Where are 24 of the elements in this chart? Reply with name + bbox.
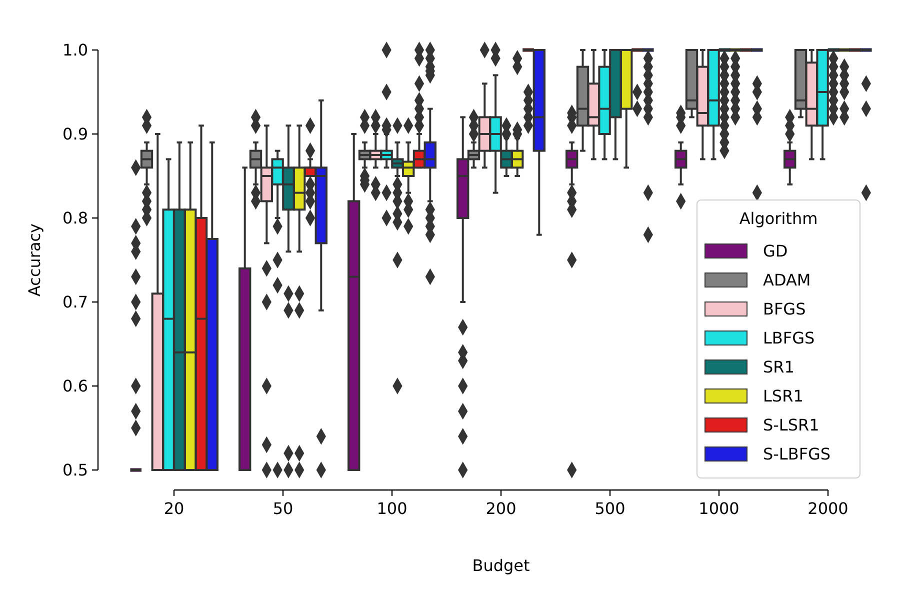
x-tick-label: 100 xyxy=(376,499,408,518)
legend-label: GD xyxy=(763,242,788,261)
legend-label: ADAM xyxy=(763,270,811,290)
legend-label: SR1 xyxy=(763,358,794,377)
x-tick-label: 20 xyxy=(164,499,184,518)
legend-title: Algorithm xyxy=(739,209,818,228)
y-axis-title: Accuracy xyxy=(25,223,44,297)
y-tick-label: 0.9 xyxy=(62,124,88,144)
y-tick-label: 0.6 xyxy=(62,376,88,396)
x-tick-label: 500 xyxy=(594,499,626,518)
legend-label: S-LBFGS xyxy=(763,444,831,464)
y-tick-label: 1.0 xyxy=(62,40,88,60)
legend-label: BFGS xyxy=(763,300,806,319)
y-tick-label: 0.7 xyxy=(62,292,88,312)
y-tick-label: 0.8 xyxy=(62,208,88,228)
legend-label: LSR1 xyxy=(763,386,804,406)
x-axis-title: Budget xyxy=(472,556,530,575)
x-tick-label: 2000 xyxy=(808,499,848,518)
x-tick-label: 1000 xyxy=(698,499,740,518)
legend-label: LBFGS xyxy=(763,328,815,348)
legend-label: S-LSR1 xyxy=(763,416,820,435)
y-tick-label: 0.5 xyxy=(62,460,88,480)
x-tick-label: 50 xyxy=(272,499,294,518)
x-tick-label: 200 xyxy=(486,499,516,518)
